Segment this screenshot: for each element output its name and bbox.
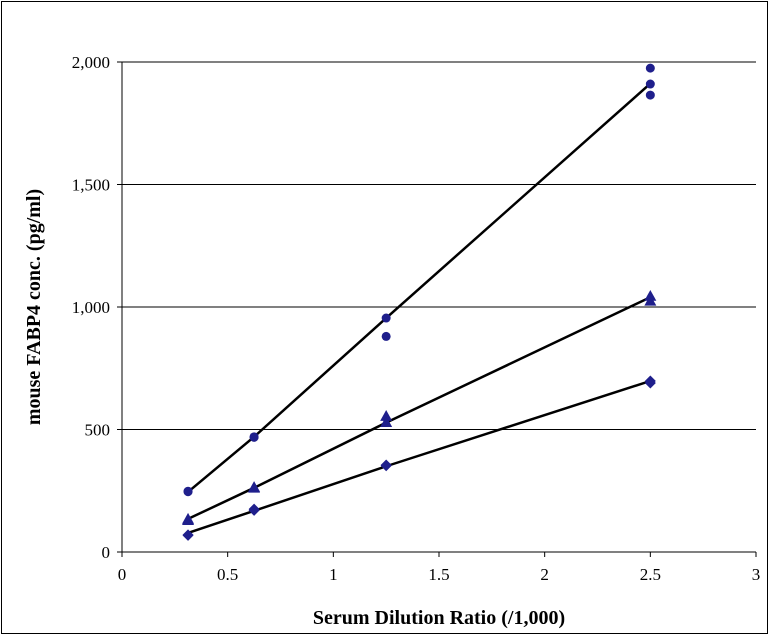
data-point-diamond [380, 460, 392, 472]
data-point-diamond [182, 529, 194, 541]
data-points [182, 63, 657, 541]
x-tick-label: 0.5 [217, 565, 238, 584]
tick-labels: 0 500 1,000 1,500 2,000 0 0.5 1 1.5 2 2.5 3 [72, 53, 761, 584]
data-point-circle [381, 313, 391, 323]
data-point-triangle [248, 481, 261, 493]
y-tick-label: 2,000 [72, 53, 110, 72]
data-point-circle [645, 63, 655, 73]
data-point-diamond [248, 504, 260, 516]
data-point-triangle [644, 294, 657, 306]
x-tick-label: 2.5 [640, 565, 661, 584]
data-point-triangle [380, 410, 393, 421]
x-axis-title: Serum Dilution Ratio (/1,000) [313, 607, 565, 629]
x-tick-label: 1.5 [428, 565, 449, 584]
fit-line-diamond [187, 379, 651, 535]
data-point-circle [645, 90, 655, 100]
fit-line-triangle [187, 296, 651, 521]
y-tick-label: 0 [102, 543, 111, 562]
x-tick-label: 0 [118, 565, 127, 584]
data-point-circle [645, 79, 655, 89]
x-tick-label: 3 [752, 565, 761, 584]
x-tick-label: 2 [540, 565, 549, 584]
y-axis-title: mouse FABP4 conc. (pg/ml) [23, 189, 45, 425]
y-tick-label: 500 [85, 421, 111, 440]
fit-lines [187, 82, 652, 535]
data-point-triangle [182, 514, 195, 525]
y-tick-label: 1,500 [72, 176, 110, 195]
x-tick-label: 1 [329, 565, 338, 584]
data-point-triangle [380, 416, 393, 427]
data-point-diamond [644, 377, 656, 389]
data-point-circle [249, 432, 259, 442]
fit-line-circle [187, 82, 652, 493]
data-point-circle [183, 487, 193, 497]
grid-lines [122, 61, 756, 430]
data-point-circle [381, 331, 391, 341]
axes [117, 61, 757, 557]
y-tick-label: 1,000 [72, 298, 110, 317]
